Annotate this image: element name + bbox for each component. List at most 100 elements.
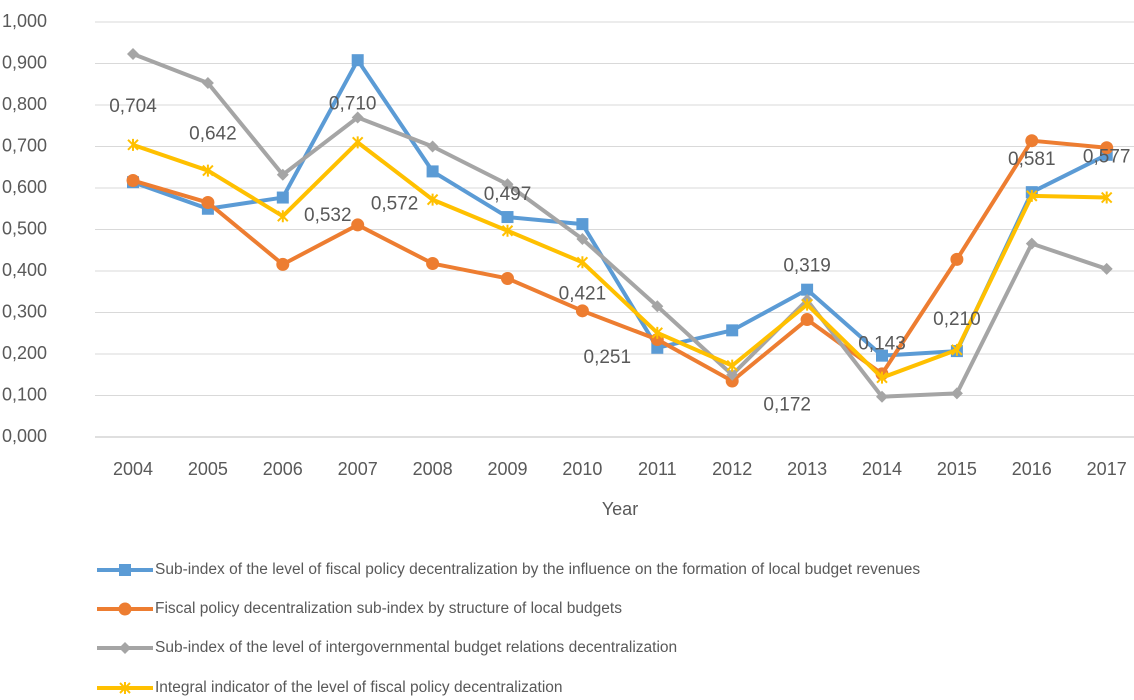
marker [726, 359, 738, 372]
x-tick-label: 2005 [188, 459, 228, 479]
marker [801, 283, 814, 296]
marker [351, 218, 365, 232]
marker [351, 54, 364, 67]
x-tick-label: 2016 [1012, 459, 1052, 479]
marker [576, 218, 589, 231]
marker [950, 387, 963, 400]
data-label: 0,532 [304, 205, 352, 226]
marker [876, 390, 888, 403]
marker [426, 140, 439, 153]
marker [119, 682, 131, 694]
marker [276, 168, 289, 181]
x-tick-label: 2010 [562, 459, 602, 479]
y-tick-label: 0,000 [2, 426, 47, 446]
marker [1025, 237, 1038, 250]
marker [575, 304, 589, 318]
x-tick-label: 2014 [862, 459, 902, 479]
legend-label: Sub-index of the level of intergovernmen… [155, 639, 677, 656]
marker [426, 193, 439, 206]
marker [119, 642, 131, 654]
y-tick-label: 0,100 [2, 384, 47, 404]
marker [126, 174, 140, 188]
y-tick-label: 0,500 [2, 218, 47, 238]
series-line [132, 52, 1108, 399]
series-line [132, 138, 1107, 383]
marker [127, 138, 139, 151]
data-label: 0,143 [858, 334, 906, 355]
marker [118, 602, 132, 616]
marker [1100, 141, 1114, 155]
x-tick-label: 2004 [113, 459, 153, 479]
marker [651, 326, 664, 339]
x-tick-label: 2006 [263, 459, 303, 479]
marker [501, 211, 514, 224]
x-axis-label: Year [602, 499, 638, 519]
data-label: 0,319 [783, 256, 831, 277]
y-tick-label: 0,400 [2, 260, 47, 280]
marker [1100, 191, 1113, 204]
marker [800, 313, 814, 327]
marker [1026, 189, 1038, 202]
marker [351, 111, 364, 124]
y-tick-label: 0,900 [2, 52, 47, 72]
marker [576, 256, 589, 269]
x-tick-label: 2015 [937, 459, 977, 479]
series-line [132, 58, 1108, 358]
marker [276, 191, 289, 204]
x-tick-label: 2013 [787, 459, 827, 479]
marker [951, 343, 963, 356]
marker [119, 564, 131, 576]
data-label: 0,572 [371, 194, 419, 215]
marker [726, 368, 739, 381]
marker [1100, 262, 1113, 275]
marker [726, 324, 739, 337]
marker [876, 371, 888, 384]
legend-label: Sub-index of the level of fiscal policy … [155, 561, 920, 578]
marker [501, 271, 514, 285]
data-label: 0,581 [1008, 149, 1056, 170]
marker [201, 77, 214, 90]
x-tick-label: 2007 [338, 459, 378, 479]
data-label: 0,710 [329, 93, 377, 114]
marker [576, 233, 589, 246]
series-line [132, 140, 1107, 380]
marker [426, 165, 439, 178]
marker [201, 196, 215, 210]
marker [501, 224, 514, 237]
marker [651, 300, 664, 313]
legend-label: Integral indicator of the level of fisca… [155, 679, 563, 696]
marker [1025, 134, 1039, 148]
marker [277, 210, 289, 223]
data-label: 0,251 [584, 347, 632, 368]
marker [950, 252, 964, 266]
marker [801, 298, 813, 311]
x-tick-label: 2009 [487, 459, 527, 479]
data-label: 0,421 [559, 283, 607, 304]
y-tick-label: 0,700 [2, 135, 47, 155]
marker [501, 178, 514, 191]
marker [351, 136, 364, 149]
data-label: 0,210 [933, 309, 981, 330]
x-tick-label: 2012 [712, 459, 752, 479]
x-tick-label: 2011 [638, 459, 677, 479]
marker [202, 164, 214, 177]
data-label: 0,642 [189, 124, 237, 145]
marker [276, 257, 290, 271]
data-label: 0,704 [109, 96, 157, 117]
marker [426, 257, 440, 271]
marker [127, 47, 139, 60]
marker [725, 374, 739, 388]
y-tick-label: 0,800 [2, 94, 47, 114]
data-label: 0,172 [763, 395, 811, 416]
legend-label: Fiscal policy decentralization sub-index… [155, 600, 622, 617]
data-label: 0,497 [484, 184, 532, 205]
x-tick-label: 2017 [1087, 459, 1127, 479]
y-tick-label: 0,600 [2, 177, 47, 197]
y-tick-label: 0,300 [2, 301, 47, 321]
x-tick-label: 2008 [413, 459, 453, 479]
y-tick-label: 1,000 [2, 11, 47, 31]
y-tick-label: 0,200 [2, 343, 47, 363]
data-label: 0,577 [1083, 147, 1131, 168]
marker [876, 349, 888, 362]
